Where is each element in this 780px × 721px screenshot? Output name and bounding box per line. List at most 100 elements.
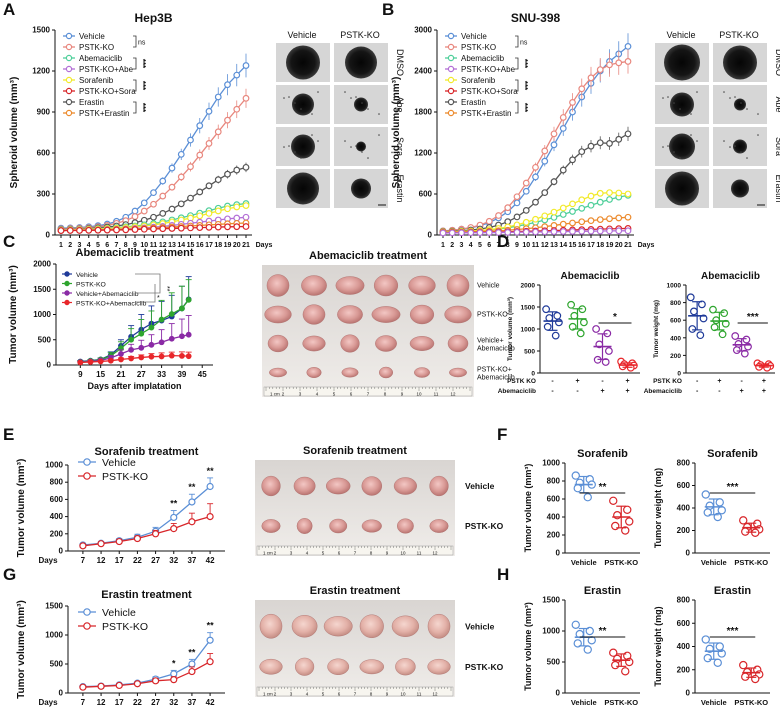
x-tick-label: 18 xyxy=(596,242,604,249)
y-axis-title: Spheroid volume (mm³) xyxy=(9,77,20,189)
tumor-photo: Abemaciclib treatment 1 cm 2 3 4 5 6 7 8 9 10 11 12 xyxy=(262,250,474,397)
x-axis-title: Days xyxy=(256,242,273,249)
legend-label: PSTK-KO xyxy=(76,281,106,288)
data-point xyxy=(609,496,618,505)
x-tick-label: 11 xyxy=(150,242,158,249)
ruler-number: 3 xyxy=(290,551,293,556)
data-point xyxy=(65,109,73,117)
x-tick-label: 21 xyxy=(242,242,250,249)
data-point xyxy=(148,341,155,348)
y-tick-label: 0 xyxy=(59,689,64,698)
legend-label: Vehicle xyxy=(76,272,98,279)
debris-speck xyxy=(378,134,380,136)
data-point xyxy=(77,359,84,366)
spheroid-blob xyxy=(665,171,699,206)
tumor-sample xyxy=(291,615,318,638)
photo-row-label: Vehicle xyxy=(477,283,500,290)
sig-label: * xyxy=(172,658,176,668)
sig-label: ns xyxy=(520,40,528,47)
tumor-sample xyxy=(429,519,449,533)
y-tick-label: 500 xyxy=(50,660,64,669)
data-point xyxy=(64,280,70,287)
data-point xyxy=(138,354,145,361)
data-point xyxy=(179,353,185,359)
ruler-number: 4 xyxy=(316,392,319,397)
tumor-sample xyxy=(409,336,435,351)
data-point xyxy=(205,210,213,217)
data-point xyxy=(710,323,719,332)
data-point xyxy=(214,93,222,101)
data-point xyxy=(97,682,105,690)
data-point xyxy=(596,227,604,235)
legend-label: PSTK-KO xyxy=(79,43,114,52)
data-point xyxy=(448,229,456,237)
data-point xyxy=(79,683,87,691)
y-axis-title: Tumor weight (mg) xyxy=(653,468,663,548)
ruler-number: 12 xyxy=(432,692,438,697)
x-tick-label: 2 xyxy=(450,242,454,249)
data-point xyxy=(701,490,710,499)
chart-E: 0 200 400 600 800 1000 Tumor volume (mm³) 7 12 17… xyxy=(16,446,225,565)
data-point xyxy=(587,74,595,82)
sig-label: *** xyxy=(727,626,739,637)
data-point xyxy=(532,173,539,181)
photo-row-label: DMSO xyxy=(774,49,780,76)
data-point xyxy=(495,229,502,236)
y-tick-label: 400 xyxy=(677,642,691,651)
x-tick-label: 7 xyxy=(81,698,86,707)
y-tick-label: 400 xyxy=(547,513,561,522)
sig-label: *** xyxy=(520,103,529,113)
chart-title: Abemaciclib treatment xyxy=(76,247,194,259)
legend-label: Erastin xyxy=(461,98,486,107)
data-point xyxy=(133,680,142,688)
chart-A: 0 300 600 900 1200 1500 Spheroid volume (mm³) 1… xyxy=(9,11,272,249)
photo-title: Abemaciclib treatment xyxy=(309,250,427,262)
data-point xyxy=(205,140,213,147)
data-point xyxy=(131,226,139,233)
data-point xyxy=(522,228,530,236)
data-point xyxy=(550,208,558,216)
debris-speck xyxy=(355,96,357,98)
data-point xyxy=(522,179,530,187)
data-point xyxy=(170,676,178,684)
data-point xyxy=(83,608,91,616)
data-point xyxy=(696,331,705,340)
tumor-sample xyxy=(361,519,382,533)
data-point xyxy=(606,189,613,197)
x-tick-label: 3 xyxy=(78,242,82,249)
debris-speck xyxy=(361,151,363,153)
y-tick-label: 1000 xyxy=(542,459,560,468)
data-point xyxy=(187,194,194,202)
photo-column-label: Vehicle xyxy=(287,30,316,40)
factor-value: - xyxy=(551,378,554,385)
data-point xyxy=(578,148,586,156)
data-point xyxy=(159,225,167,233)
x-tick-label: 37 xyxy=(187,556,196,565)
data-point xyxy=(242,62,250,69)
data-point xyxy=(712,316,721,325)
data-point xyxy=(447,65,455,73)
tumor-sample xyxy=(449,367,467,378)
x-tick-label: 21 xyxy=(117,370,126,379)
data-point xyxy=(578,227,586,235)
data-point xyxy=(168,352,175,359)
data-point xyxy=(550,130,558,138)
tumor-sample xyxy=(296,518,313,534)
data-point xyxy=(513,213,521,221)
debris-speck xyxy=(300,108,302,110)
data-point xyxy=(578,85,586,93)
data-point xyxy=(532,198,539,206)
legend-label: PSTK-KO xyxy=(102,621,148,633)
data-point xyxy=(522,206,530,214)
data-point xyxy=(551,331,560,340)
panel-letter: F xyxy=(497,425,507,444)
data-point xyxy=(587,192,595,200)
legend-label: PSTK-KO+Abe xyxy=(79,65,134,74)
x-tick-label: 27 xyxy=(151,698,160,707)
tumor-sample xyxy=(306,367,322,378)
x-category-label: Vehicle xyxy=(701,698,727,707)
y-tick-label: 600 xyxy=(670,318,681,325)
y-tick-label: 0 xyxy=(47,361,52,370)
data-point xyxy=(688,325,697,333)
